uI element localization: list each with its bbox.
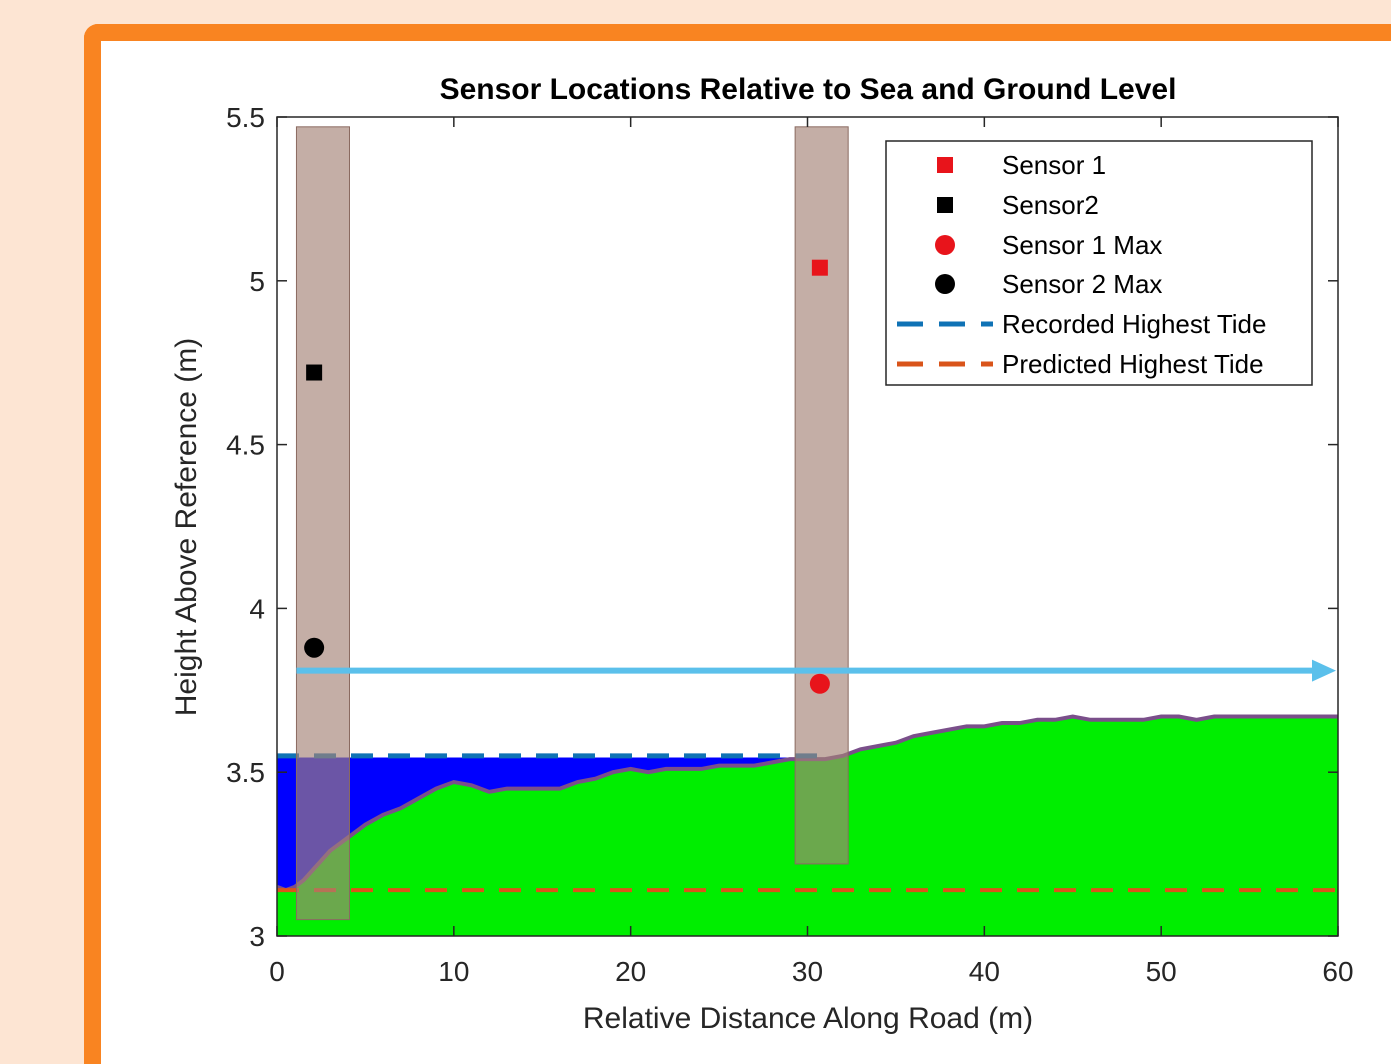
y-axis: 3 3.5 4 4.5 5 5.5 bbox=[226, 102, 1338, 952]
legend-swatch bbox=[935, 274, 955, 294]
y-tick-label: 5 bbox=[249, 266, 265, 297]
marker-1 bbox=[811, 259, 828, 276]
marker-4 bbox=[304, 637, 325, 658]
legend-label: Sensor 1 bbox=[1002, 150, 1106, 180]
legend-box bbox=[885, 140, 1313, 386]
arrow-head bbox=[1312, 659, 1336, 682]
x-tick-label: 30 bbox=[792, 956, 823, 987]
y-tick-label: 3.5 bbox=[226, 757, 265, 788]
legend: Sensor 1 Sensor2 Sensor 1 Max Sensor 2 Max R… bbox=[885, 140, 1313, 386]
legend-swatch bbox=[937, 197, 953, 213]
legend-label: Sensor 1 Max bbox=[1002, 230, 1162, 260]
x-tick-label: 50 bbox=[1146, 956, 1177, 987]
x-axis: 0 10 20 30 40 50 60 bbox=[269, 117, 1354, 987]
marker-3 bbox=[809, 673, 830, 694]
marker-2 bbox=[306, 364, 323, 381]
y-tick-label: 4.5 bbox=[226, 430, 265, 461]
ground-edge bbox=[277, 714, 1338, 893]
legend-swatch bbox=[935, 235, 955, 255]
water-area bbox=[277, 757, 808, 891]
y-tick-label: 4 bbox=[249, 593, 265, 624]
x-tick-label: 40 bbox=[969, 956, 1000, 987]
sensor-bar-2 bbox=[794, 126, 849, 865]
x-tick-label: 0 bbox=[269, 956, 285, 987]
data-markers bbox=[304, 259, 830, 694]
y-tick-label: 5.5 bbox=[226, 102, 265, 133]
legend-swatch bbox=[937, 157, 953, 173]
y-tick-label: 3 bbox=[249, 921, 265, 952]
sensor-bars bbox=[295, 126, 849, 921]
y-axis-title: Height Above Reference (m) bbox=[170, 338, 203, 717]
x-tick-label: 60 bbox=[1322, 956, 1353, 987]
legend-label: Sensor 2 Max bbox=[1002, 269, 1162, 299]
sensor-bar-1 bbox=[295, 126, 351, 921]
legend-label: Predicted Highest Tide bbox=[1002, 349, 1264, 379]
x-tick-label: 10 bbox=[438, 956, 469, 987]
legend-label: Sensor2 bbox=[1002, 190, 1099, 220]
x-axis-title: Relative Distance Along Road (m) bbox=[583, 1002, 1033, 1035]
legend-label: Recorded Highest Tide bbox=[1002, 309, 1266, 339]
x-tick-label: 20 bbox=[615, 956, 646, 987]
annotation-arrow bbox=[296, 659, 1336, 682]
chart-title: Sensor Locations Relative to Sea and Gro… bbox=[440, 73, 1177, 106]
